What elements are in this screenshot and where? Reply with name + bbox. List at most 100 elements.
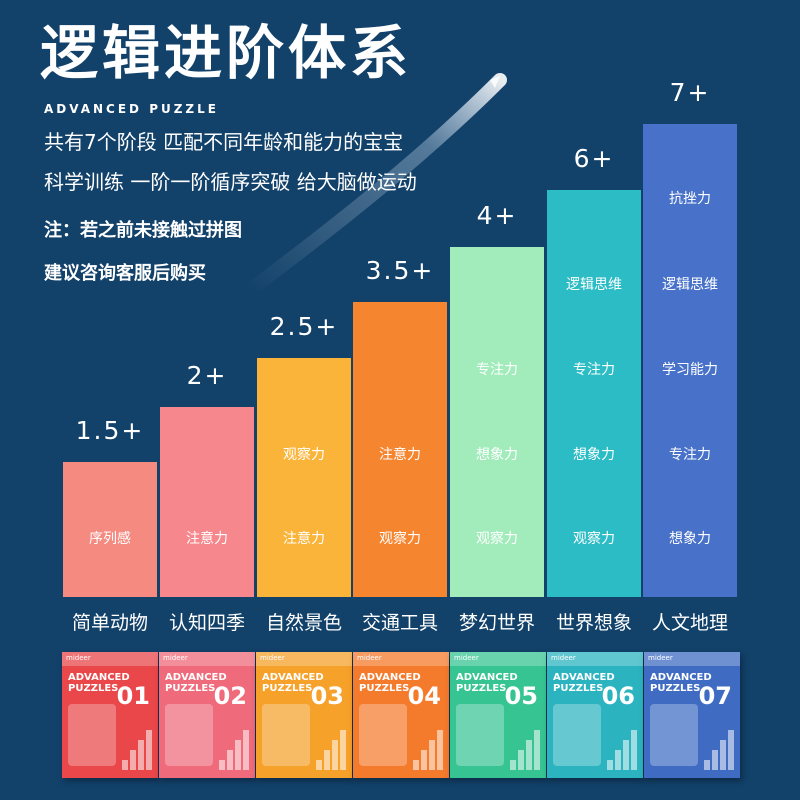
box-product-name: ADVANCED PUZZLES [262,672,324,694]
box-handle [353,652,449,666]
category-label-4: 交通工具 [361,612,438,634]
box-level-number: 04 [407,682,441,710]
box-product-name-line1: ADVANCED [359,672,421,683]
skill-label: 观察力 [573,531,615,547]
box-brand: mideer [260,654,285,662]
box-product-name-line2: PUZZLES [165,683,216,694]
product-box-1: mideer ADVANCED PUZZLES 01 [62,652,158,778]
box-level-number: 07 [698,682,732,710]
description-line-2: 科学训练 一阶一阶循序突破 给大脑做运动 [44,170,417,194]
box-product-name-line1: ADVANCED [165,672,227,683]
product-box-4: mideer ADVANCED PUZZLES 04 [353,652,449,778]
level-bar-3: 观察力 注意力 [257,358,351,597]
skill-label: 学习能力 [662,362,718,378]
age-label-1: 1.5+ [75,416,145,445]
box-product-name-line1: ADVANCED [553,672,615,683]
product-box-6: mideer ADVANCED PUZZLES 06 [547,652,643,778]
box-brand: mideer [357,654,382,662]
product-box-7: mideer ADVANCED PUZZLES 07 [644,652,740,778]
box-product-name-line2: PUZZLES [262,683,313,694]
box-product-name-line1: ADVANCED [68,672,130,683]
box-steps-graphic [219,730,249,770]
age-label-7: 7+ [669,78,711,107]
box-product-name-line2: PUZZLES [359,683,410,694]
box-brand: mideer [454,654,479,662]
product-box-2: mideer ADVANCED PUZZLES 02 [159,652,255,778]
box-product-name: ADVANCED PUZZLES [456,672,518,694]
box-handle [62,652,158,666]
box-illustration [553,704,601,766]
box-steps-graphic [704,730,734,770]
box-handle [256,652,352,666]
box-steps-graphic [607,730,637,770]
age-label-6: 6+ [573,144,615,173]
level-bar-4: 注意力 观察力 [353,302,447,597]
box-product-name-line2: PUZZLES [68,683,119,694]
box-brand: mideer [66,654,91,662]
level-bar-7: 抗挫力逻辑思维学习能力专注力想象力 [643,124,737,597]
level-bar-1: 序列感 [63,462,157,597]
box-illustration [68,704,116,766]
box-illustration [456,704,504,766]
box-steps-graphic [122,730,152,770]
skill-label: 想象力 [476,447,518,463]
box-illustration [359,704,407,766]
age-label-4: 3.5+ [365,256,435,285]
box-illustration [262,704,310,766]
skill-label: 抗挫力 [669,191,711,207]
box-product-name: ADVANCED PUZZLES [553,672,615,694]
box-illustration [650,704,698,766]
skill-label: 观察力 [476,531,518,547]
box-level-number: 01 [116,682,150,710]
box-product-name-line2: PUZZLES [650,683,701,694]
box-product-name: ADVANCED PUZZLES [359,672,421,694]
category-label-5: 梦幻世界 [458,612,535,634]
skill-label: 专注力 [669,447,711,463]
box-level-number: 03 [310,682,344,710]
skill-label: 想象力 [669,531,711,547]
skill-label: 观察力 [283,447,325,463]
box-product-name-line2: PUZZLES [456,683,507,694]
box-brand: mideer [163,654,188,662]
box-level-number: 06 [601,682,635,710]
level-bar-6: 逻辑思维 专注力 想象力 观察力 [547,190,641,597]
skill-label: 注意力 [379,447,421,463]
box-product-name-line1: ADVANCED [456,672,518,683]
box-product-name: ADVANCED PUZZLES [165,672,227,694]
box-illustration [165,704,213,766]
box-brand: mideer [648,654,673,662]
page-title: 逻辑进阶体系 [40,19,413,87]
product-box-3: mideer ADVANCED PUZZLES 03 [256,652,352,778]
category-label-7: 人文地理 [651,612,728,634]
box-handle [644,652,740,666]
category-label-1: 简单动物 [71,612,148,634]
skill-label: 注意力 [283,531,325,547]
skill-label: 专注力 [476,362,518,378]
level-bar-2: 注意力 [160,407,254,597]
category-label-3: 自然景色 [265,612,342,634]
box-product-name-line1: ADVANCED [262,672,324,683]
box-product-name: ADVANCED PUZZLES [650,672,712,694]
skill-label: 观察力 [379,531,421,547]
box-product-name-line1: ADVANCED [650,672,712,683]
category-label-2: 认知四季 [168,612,245,634]
skill-label: 注意力 [186,531,228,547]
page-subtitle: ADVANCED PUZZLE [44,102,219,116]
skill-label: 逻辑思维 [662,277,718,293]
box-level-number: 05 [504,682,538,710]
age-label-3: 2.5+ [269,312,339,341]
box-brand: mideer [551,654,576,662]
age-label-2: 2+ [186,361,228,390]
box-handle [450,652,546,666]
skill-label: 序列感 [89,531,131,547]
product-box-5: mideer ADVANCED PUZZLES 05 [450,652,546,778]
level-bar-5: 专注力 想象力 观察力 [450,247,544,597]
note-line-1: 注：若之前未接触过拼图 [44,220,242,241]
box-steps-graphic [413,730,443,770]
box-handle [159,652,255,666]
age-label-5: 4+ [476,201,518,230]
description-line-1: 共有7个阶段 匹配不同年龄和能力的宝宝 [44,130,404,154]
box-steps-graphic [316,730,346,770]
box-product-name-line2: PUZZLES [553,683,604,694]
box-level-number: 02 [213,682,247,710]
